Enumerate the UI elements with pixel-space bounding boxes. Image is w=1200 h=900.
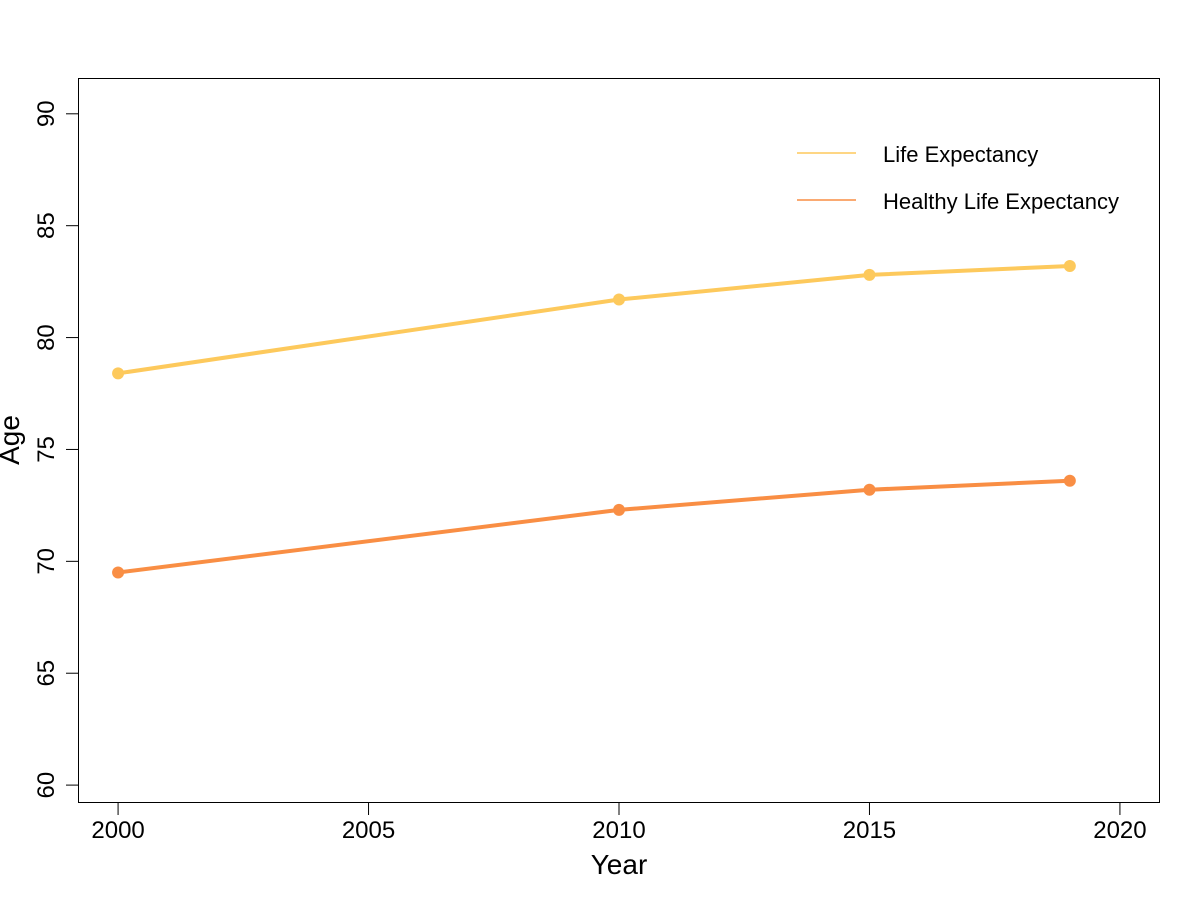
data-point xyxy=(112,367,125,380)
data-point xyxy=(112,566,125,579)
x-tick-label: 2010 xyxy=(592,817,645,844)
legend-label: Healthy Life Expectancy xyxy=(883,189,1119,214)
y-tick-label: 65 xyxy=(33,660,60,687)
x-tick-label: 2000 xyxy=(91,817,144,844)
x-axis: 2000 2005 2010 2015 2020 xyxy=(91,803,1147,844)
data-point xyxy=(863,483,876,496)
data-point xyxy=(613,293,625,306)
series-line-1 xyxy=(116,478,1072,575)
legend-label: Life Expectancy xyxy=(883,142,1038,167)
x-tick-label: 2005 xyxy=(342,817,395,844)
y-axis: 60 65 70 75 80 85 90 xyxy=(33,100,78,798)
y-tick-label: 70 xyxy=(33,548,60,575)
data-point xyxy=(613,503,625,516)
x-tick-label: 2020 xyxy=(1093,817,1146,844)
data-point xyxy=(863,268,876,281)
series-layer xyxy=(112,259,1076,579)
y-tick-label: 85 xyxy=(33,212,60,239)
data-point xyxy=(1063,259,1076,272)
y-tick-label: 80 xyxy=(33,324,60,351)
series-line-0 xyxy=(116,263,1072,376)
legend: Life Expectancy Healthy Life Expectancy xyxy=(797,142,1119,214)
y-tick-label: 60 xyxy=(33,772,60,799)
plot-frame xyxy=(78,78,1160,803)
y-axis-label: Age xyxy=(0,415,25,465)
x-tick-label: 2015 xyxy=(843,817,896,844)
x-axis-label: Year xyxy=(591,849,648,880)
data-point xyxy=(1063,474,1076,487)
y-tick-label: 90 xyxy=(33,100,60,127)
y-tick-label: 75 xyxy=(33,436,60,463)
